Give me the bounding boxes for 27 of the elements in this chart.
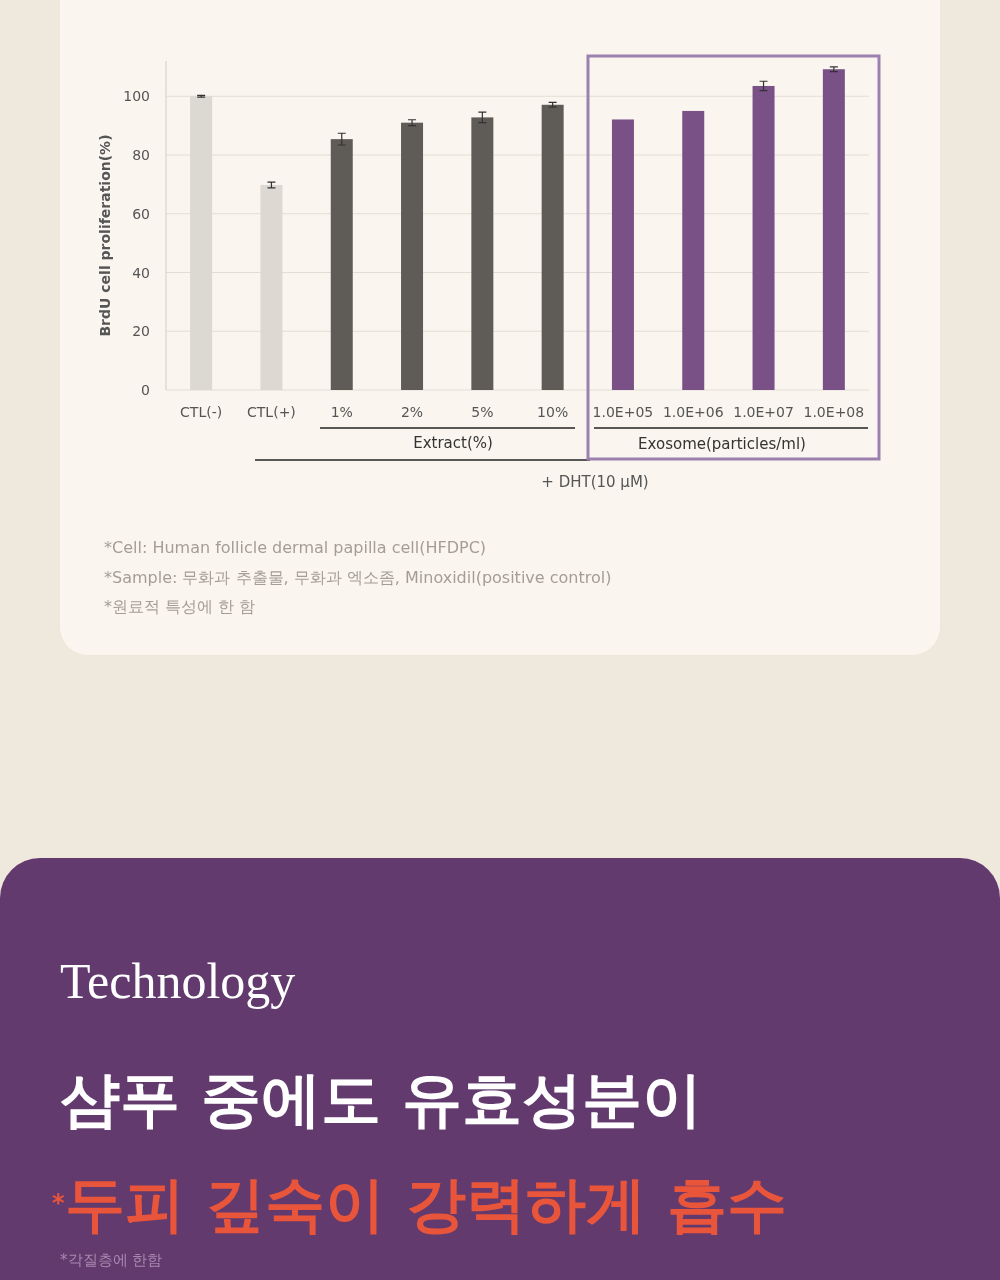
x-tick-label: 1%	[330, 404, 353, 420]
x-tick-label: 2%	[400, 404, 424, 420]
text: *각질층에 한함	[60, 1251, 163, 1269]
y-tick-label: 100	[123, 88, 150, 105]
x-tick-label: CTL(-)	[180, 404, 223, 420]
y-tick-label: 40	[132, 264, 150, 281]
x-tick-label: 1.0E+06	[662, 404, 724, 420]
x-tick-label: 1.0E+07	[733, 404, 794, 420]
text: $^{*}$두피 깊숙이 강력하게 흡수	[52, 1169, 788, 1239]
x-tick-label: 1.0E+08	[803, 404, 865, 420]
x-tick-label: 10%	[537, 404, 569, 420]
text: *원료적 특성에 한 함	[104, 597, 256, 616]
text: *Sample: 무화과 추출물, 무화과 엑소좀, Minoxidil(positive control)	[104, 568, 612, 587]
text: 샴푸 중에도 유효성분이	[60, 1064, 702, 1134]
text: + DHT(10 μM)	[541, 473, 649, 491]
x-tick-label: CTL(+)	[247, 404, 296, 420]
x-tick-label: 1.0E+05	[592, 404, 654, 420]
text: Technology	[60, 953, 296, 1009]
x-tick-label: 5%	[471, 404, 494, 420]
y-axis-title: BrdU cell proliferation(%)	[97, 134, 113, 337]
text: Exosome(particles/ml)	[638, 435, 806, 453]
y-tick-label: 20	[132, 323, 150, 340]
text: Extract(%)	[413, 434, 493, 452]
y-tick-label: 80	[132, 147, 150, 163]
y-tick-label: 0	[141, 382, 150, 398]
y-tick-label: 60	[132, 205, 150, 222]
text: *Cell: Human follicle dermal papilla cell(HFDPC)	[104, 538, 487, 557]
